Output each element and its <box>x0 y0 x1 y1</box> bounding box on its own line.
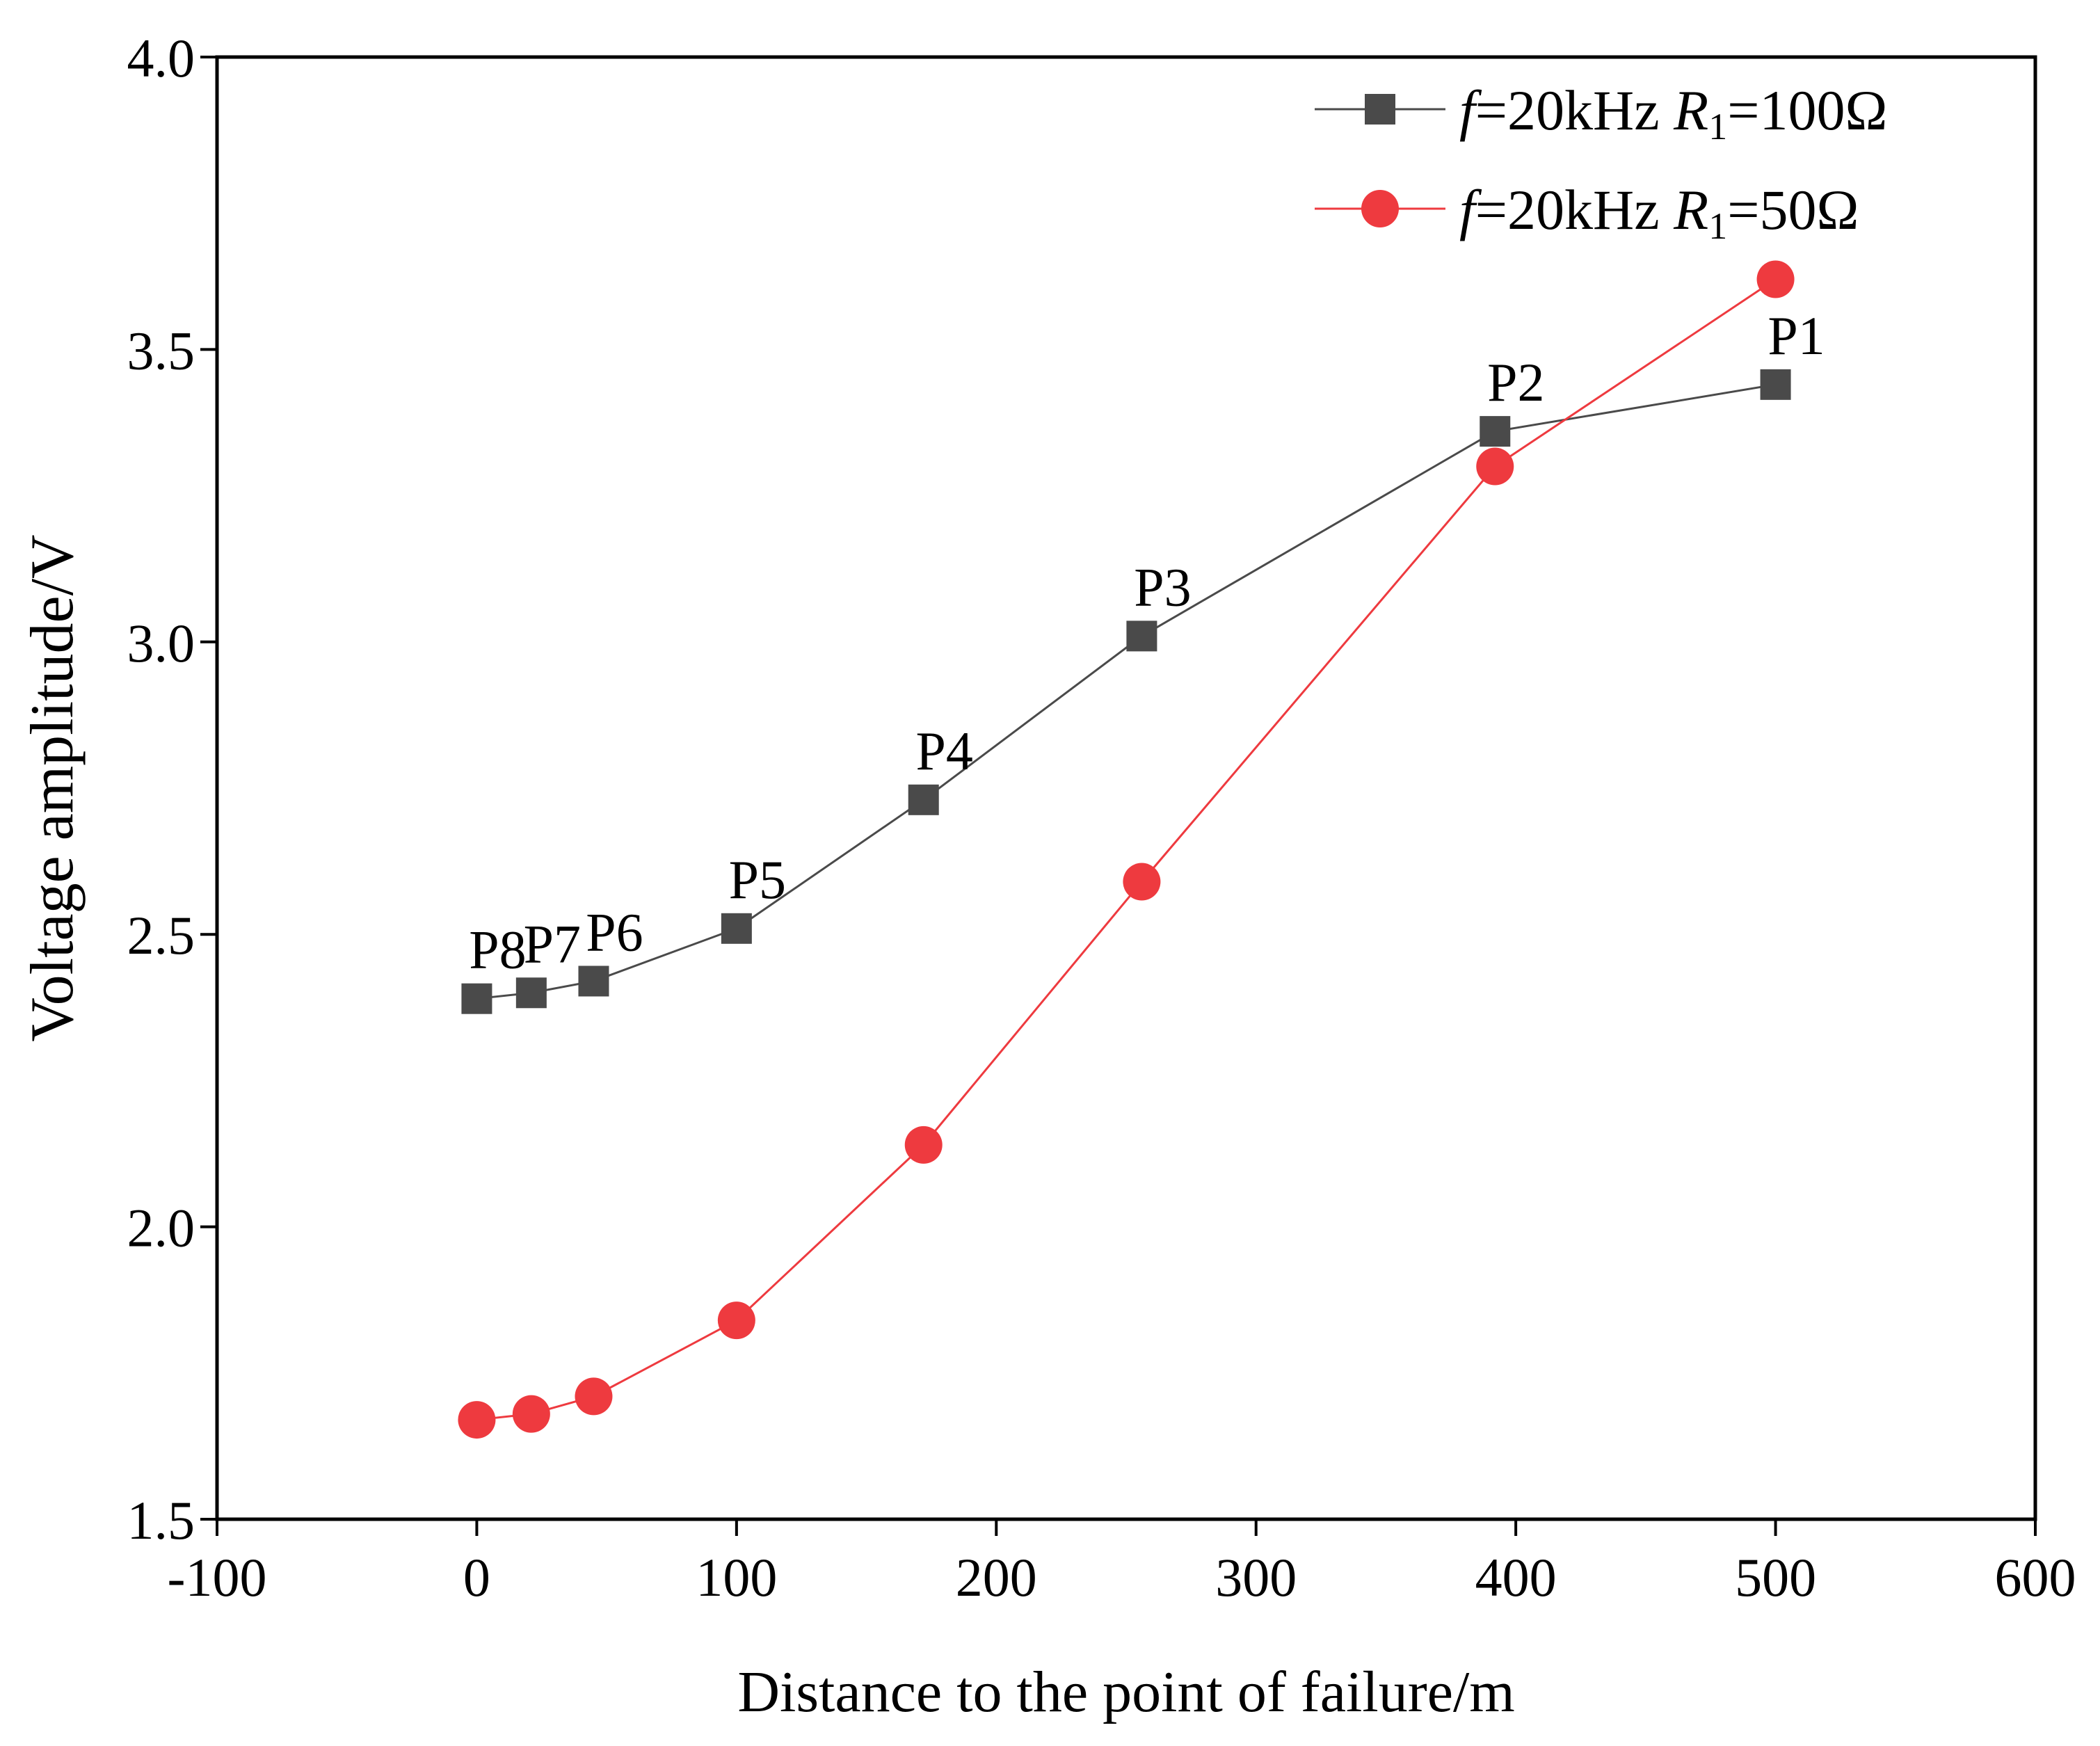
y-tick-label: 3.5 <box>127 320 195 381</box>
point-label: P2 <box>1487 352 1544 413</box>
data-point-square <box>515 977 547 1009</box>
legend-marker-square <box>1365 94 1395 125</box>
legend-entry-r100: f=20kHz R1=100Ω <box>1315 79 1887 147</box>
x-axis-label: Distance to the point of failure/m <box>737 1660 1514 1724</box>
legend-entry-r50: f=20kHz R1=50Ω <box>1315 178 1859 247</box>
data-point-square <box>578 966 609 997</box>
data-point-square <box>1480 416 1511 447</box>
data-point-square <box>1126 620 1157 652</box>
y-tick-label: 3.0 <box>127 613 195 673</box>
data-point-circle <box>717 1302 755 1340</box>
data-point-circle <box>904 1126 943 1164</box>
y-tick-label: 2.0 <box>127 1198 195 1258</box>
legend-marker-circle <box>1361 190 1399 227</box>
x-tick-label: 600 <box>1995 1547 2076 1608</box>
data-point-square <box>908 784 939 815</box>
legend: f=20kHz R1=100Ω f=20kHz R1=50Ω <box>1315 79 1887 247</box>
x-tick-label: 500 <box>1735 1547 1816 1608</box>
series-layer <box>458 260 1795 1439</box>
data-point-square <box>1760 369 1791 400</box>
point-label: P8 <box>469 920 526 980</box>
x-tick-label: 0 <box>463 1547 490 1608</box>
x-axis-ticks: -100 0 100 200 300 400 500 600 <box>168 1519 2076 1608</box>
point-label: P7 <box>524 913 581 974</box>
data-point-circle <box>512 1395 550 1433</box>
data-point-square <box>461 983 492 1014</box>
data-point-circle <box>1476 447 1514 486</box>
y-tick-label: 2.5 <box>127 905 195 966</box>
data-point-circle <box>1123 863 1161 901</box>
y-tick-label: 4.0 <box>127 28 195 88</box>
x-tick-label: -100 <box>168 1547 267 1608</box>
point-label: P4 <box>916 721 973 781</box>
point-label: P6 <box>586 902 643 962</box>
x-tick-label: 200 <box>956 1547 1037 1608</box>
x-tick-label: 400 <box>1475 1547 1557 1608</box>
data-point-circle <box>458 1401 496 1439</box>
legend-label-r50: f=20kHz R1=50Ω <box>1459 178 1859 247</box>
point-label: P1 <box>1768 305 1825 366</box>
point-label: P3 <box>1134 556 1191 617</box>
y-axis-ticks: 1.5 2.0 2.5 3.0 3.5 4.0 <box>127 28 217 1551</box>
legend-label-r100: f=20kHz R1=100Ω <box>1459 79 1887 147</box>
data-point-circle <box>575 1377 613 1416</box>
data-point-circle <box>1756 260 1795 298</box>
x-tick-label: 100 <box>696 1547 777 1608</box>
y-tick-label: 1.5 <box>127 1490 195 1551</box>
x-tick-label: 300 <box>1215 1547 1297 1608</box>
y-axis-label: Voltage amplitude/V <box>19 534 86 1041</box>
plot-area-frame <box>215 55 2037 1521</box>
point-label: P5 <box>729 849 786 910</box>
data-point-square <box>721 913 752 944</box>
